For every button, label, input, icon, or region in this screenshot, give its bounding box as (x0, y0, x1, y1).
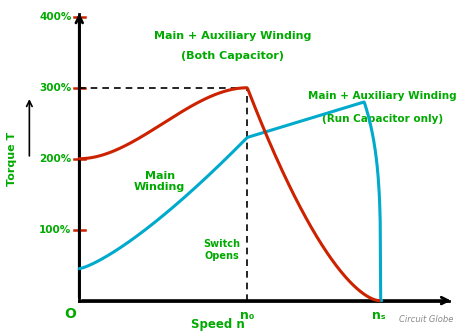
Text: 200%: 200% (39, 154, 72, 164)
Text: nₛ: nₛ (372, 309, 385, 322)
Text: Main
Winding: Main Winding (134, 170, 185, 192)
Text: Main + Auxiliary Winding: Main + Auxiliary Winding (154, 31, 311, 41)
Text: (Both Capacitor): (Both Capacitor) (181, 51, 284, 61)
Text: 400%: 400% (39, 12, 72, 22)
Text: (Run Capacitor only): (Run Capacitor only) (322, 114, 443, 124)
Text: Circuit Globe: Circuit Globe (400, 315, 454, 324)
Text: O: O (64, 307, 76, 321)
Text: n₀: n₀ (240, 309, 255, 322)
Text: 300%: 300% (39, 83, 72, 93)
Text: Speed n: Speed n (191, 318, 245, 331)
Text: Main + Auxiliary Winding: Main + Auxiliary Winding (308, 91, 457, 101)
Text: 100%: 100% (39, 225, 72, 235)
Text: Torque T: Torque T (7, 132, 17, 186)
Text: Switch
Opens: Switch Opens (203, 239, 240, 261)
